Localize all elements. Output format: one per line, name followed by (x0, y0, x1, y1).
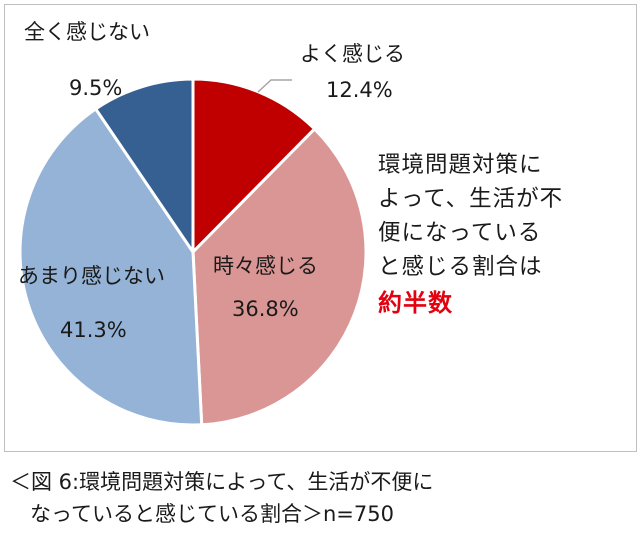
callout-emphasis: 約半数 (378, 289, 453, 317)
pie-chart (18, 77, 368, 427)
callout-line: 便になっている (378, 220, 542, 246)
callout-line: よって、生活が不 (378, 186, 564, 212)
slice-never-feel (94, 77, 195, 254)
caption-line-2: なっていると感じている割合＞n=750 (30, 502, 394, 526)
slice-label-often-feel: よく感じる (300, 42, 405, 66)
callout-text: 環境問題対策に よって、生活が不 便になっている と感じる割合は 約半数 (378, 148, 563, 320)
slice-value-never-feel: 9.5% (69, 76, 123, 100)
caption-line-1: ＜図 6:環境問題対策によって、生活が不便に (10, 470, 434, 494)
figure-caption: ＜図 6:環境問題対策によって、生活が不便に なっていると感じている割合＞n=7… (10, 466, 433, 530)
leader-line (257, 79, 292, 93)
slice-label-never-feel: 全く感じない (24, 20, 150, 44)
slice-label-rarely-feel: あまり感じない (18, 264, 165, 288)
callout-line: 環境問題対策に (378, 152, 543, 178)
slice-sometimes-feel (191, 127, 368, 427)
slice-value-often-feel: 12.4% (326, 78, 393, 102)
callout-line: と感じる割合は (378, 254, 543, 280)
slice-value-sometimes-feel: 36.8% (232, 297, 299, 321)
slice-value-rarely-feel: 41.3% (60, 318, 127, 342)
slice-label-sometimes-feel: 時々感じる (213, 254, 318, 278)
slice-rarely-feel (18, 107, 204, 427)
